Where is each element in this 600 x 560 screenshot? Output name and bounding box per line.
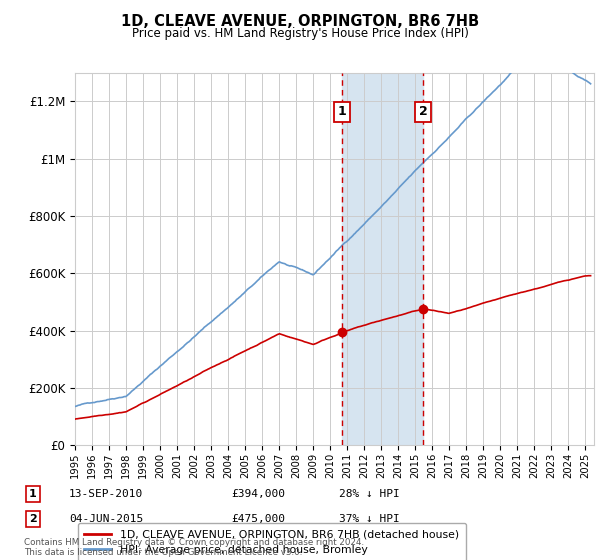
Text: 28% ↓ HPI: 28% ↓ HPI: [339, 489, 400, 499]
Legend: 1D, CLEAVE AVENUE, ORPINGTON, BR6 7HB (detached house), HPI: Average price, deta: 1D, CLEAVE AVENUE, ORPINGTON, BR6 7HB (d…: [78, 523, 466, 560]
Text: 2: 2: [29, 514, 37, 524]
Text: Contains HM Land Registry data © Crown copyright and database right 2024.
This d: Contains HM Land Registry data © Crown c…: [24, 538, 364, 557]
Text: 1: 1: [29, 489, 37, 499]
Bar: [342, 73, 423, 445]
Text: Price paid vs. HM Land Registry's House Price Index (HPI): Price paid vs. HM Land Registry's House …: [131, 27, 469, 40]
Text: 1: 1: [338, 105, 347, 118]
Text: 2: 2: [419, 105, 427, 118]
Text: 1D, CLEAVE AVENUE, ORPINGTON, BR6 7HB: 1D, CLEAVE AVENUE, ORPINGTON, BR6 7HB: [121, 14, 479, 29]
Text: £394,000: £394,000: [231, 489, 285, 499]
Text: £475,000: £475,000: [231, 514, 285, 524]
Text: 13-SEP-2010: 13-SEP-2010: [69, 489, 143, 499]
Text: 37% ↓ HPI: 37% ↓ HPI: [339, 514, 400, 524]
Text: 04-JUN-2015: 04-JUN-2015: [69, 514, 143, 524]
